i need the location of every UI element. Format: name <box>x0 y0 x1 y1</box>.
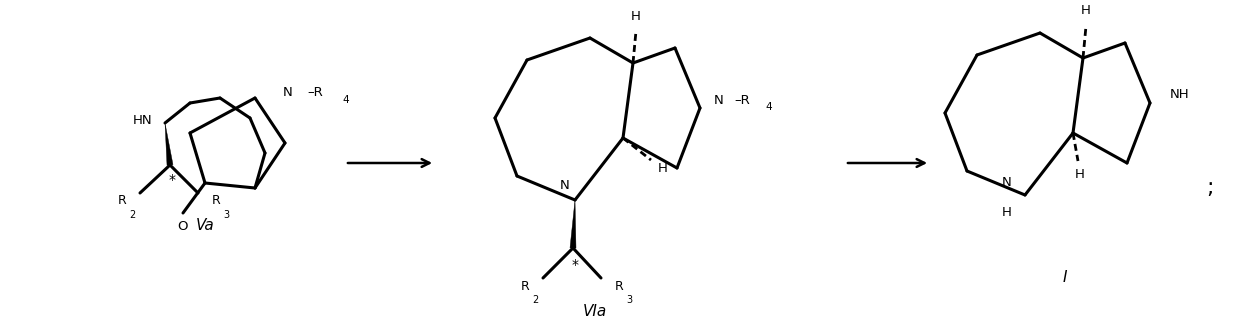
Polygon shape <box>165 123 172 166</box>
Text: 2: 2 <box>129 210 135 220</box>
Text: 3: 3 <box>223 210 229 220</box>
Text: N: N <box>560 178 570 191</box>
Text: H: H <box>631 10 641 23</box>
Text: N: N <box>283 87 293 100</box>
Text: R: R <box>118 194 126 207</box>
Text: *: * <box>169 173 176 187</box>
Text: H: H <box>658 162 668 174</box>
Text: H: H <box>1081 5 1091 18</box>
Text: N: N <box>1002 176 1012 189</box>
Text: VIa: VIa <box>583 303 608 318</box>
Text: R: R <box>615 279 624 292</box>
Text: ;: ; <box>1207 178 1214 198</box>
Text: H: H <box>1002 206 1012 219</box>
Polygon shape <box>570 200 577 248</box>
Text: –R: –R <box>734 94 750 107</box>
Text: *: * <box>572 258 579 272</box>
Text: 3: 3 <box>626 295 632 305</box>
Text: N: N <box>714 94 724 107</box>
Text: 2: 2 <box>532 295 538 305</box>
Text: R: R <box>212 194 221 207</box>
Text: H: H <box>1075 168 1085 181</box>
Text: Va: Va <box>196 217 215 232</box>
Text: NH: NH <box>1171 89 1189 102</box>
Text: R: R <box>521 279 529 292</box>
Text: I: I <box>1063 270 1068 285</box>
Text: 4: 4 <box>765 102 771 112</box>
Text: HN: HN <box>133 115 153 128</box>
Text: O: O <box>177 219 188 232</box>
Text: –R: –R <box>308 87 322 100</box>
Text: 4: 4 <box>342 95 348 105</box>
